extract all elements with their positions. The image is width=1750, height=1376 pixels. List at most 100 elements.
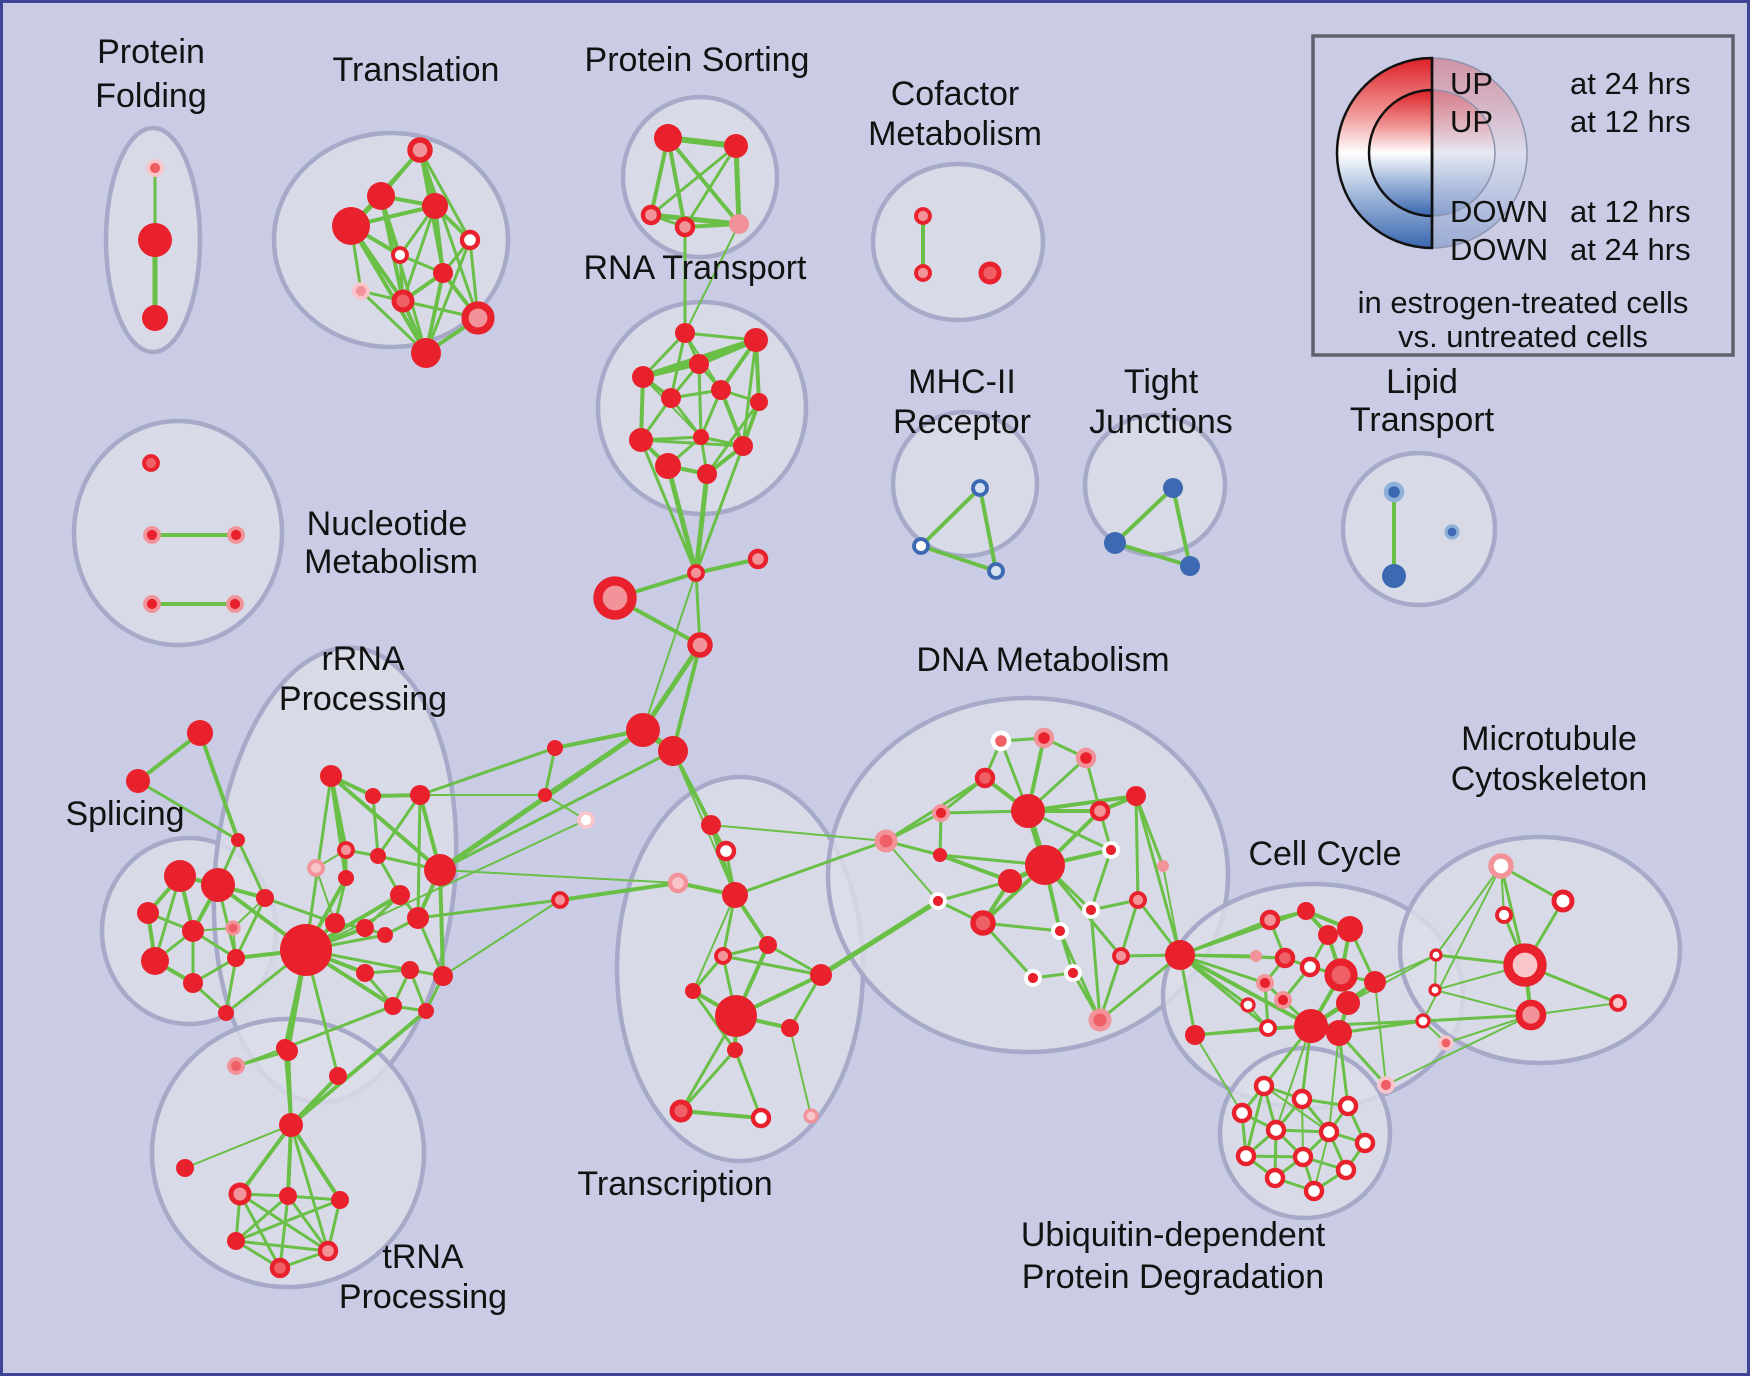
network-node-nm4 (143, 595, 161, 613)
network-node-nm5 (226, 595, 244, 613)
network-node-cc16 (1364, 971, 1386, 993)
network-edge (639, 438, 698, 575)
network-node-mt3 (1495, 906, 1513, 924)
network-node-dm7 (1011, 794, 1045, 828)
network-edge (424, 238, 472, 355)
network-node-rr5 (337, 841, 355, 859)
network-node-rrB (280, 924, 332, 976)
network-node-tr1 (407, 137, 433, 163)
network-node-rr7 (390, 885, 410, 905)
network-node-tr4 (332, 207, 370, 245)
network-node-sp9 (227, 949, 245, 967)
network-node-tn6 (228, 1182, 252, 1206)
network-node-sp6 (225, 920, 241, 936)
cluster-label-protein-sorting: Protein Sorting (585, 41, 810, 79)
network-edge (289, 1123, 330, 1253)
network-node-tx1 (701, 815, 721, 835)
network-node-lt3 (1444, 524, 1460, 540)
network-edge (238, 1123, 293, 1196)
network-node-tr3 (422, 193, 448, 219)
network-node-ub4 (1337, 1095, 1359, 1117)
network-edge (1134, 794, 1182, 957)
network-node-tx12 (727, 1042, 743, 1058)
cluster-label-microtubule-cytoskeleton: Cytoskeleton (1451, 760, 1648, 798)
network-node-ch4 (687, 632, 713, 658)
network-edge (733, 1048, 763, 1120)
network-node-dm11 (1126, 786, 1146, 806)
network-edge (694, 557, 760, 575)
network-edge (721, 954, 823, 977)
network-edge (1089, 908, 1102, 1022)
network-edge (136, 731, 202, 783)
cluster-label-protein-folding: Protein (97, 33, 205, 71)
network-node-pf1 (146, 159, 164, 177)
network-node-lt1 (1383, 481, 1405, 503)
network-edge (679, 1048, 737, 1113)
network-edge (692, 894, 736, 992)
network-edge (136, 779, 240, 842)
network-node-st3 (231, 833, 245, 847)
network-edge (305, 819, 587, 951)
network-node-tx10 (715, 995, 757, 1037)
network-node-cc6 (1274, 947, 1296, 969)
legend-time-label: at 12 hrs (1570, 194, 1691, 229)
network-node-dm15 (1082, 901, 1100, 919)
network-edge (818, 898, 941, 978)
network-node-dm21 (1024, 969, 1042, 987)
network-node-ch1 (687, 564, 705, 582)
network-node-cc12 (1259, 1019, 1277, 1037)
network-node-st1 (187, 720, 213, 746)
network-edge (1178, 953, 1313, 1028)
network-edge (665, 463, 699, 576)
network-node-tx5 (551, 891, 569, 909)
cluster-label-cofactor-metabolism: Metabolism (868, 115, 1042, 153)
network-node-cc4 (1337, 916, 1363, 942)
network-node-ub11 (1264, 1167, 1286, 1189)
network-edge (1026, 794, 1138, 813)
network-edge (1263, 1085, 1330, 1133)
network-node-ch6 (658, 736, 688, 766)
network-node-sc3 (577, 811, 595, 829)
network-node-rt7 (750, 393, 768, 411)
network-node-cc13 (1294, 1009, 1328, 1043)
network-edge (649, 144, 738, 217)
network-node-rt2 (744, 328, 768, 352)
network-node-dm1 (990, 730, 1012, 752)
cluster-label-ubiquitin-degradation: Protein Degradation (1022, 1258, 1324, 1296)
cluster-label-tight-junctions: Junctions (1089, 403, 1233, 441)
network-node-rr9 (325, 913, 345, 933)
network-node-dmc (874, 829, 898, 853)
network-edge (438, 868, 445, 978)
network-node-mt5 (1515, 999, 1547, 1031)
network-edge (349, 224, 428, 355)
network-node-dm19 (1157, 860, 1169, 872)
cluster-label-cell-cycle: Cell Cycle (1248, 835, 1401, 873)
legend-updown-circle (1431, 89, 1496, 217)
network-node-ub3 (1231, 1102, 1253, 1124)
network-node-sp5 (256, 889, 274, 907)
network-edge (719, 388, 745, 448)
network-node-dm13 (929, 892, 947, 910)
network-node-tn9 (227, 1232, 245, 1250)
network-edge (439, 869, 679, 884)
network-edge (1275, 1025, 1312, 1131)
network-edge (666, 136, 687, 229)
network-node-cc14 (1326, 1020, 1352, 1046)
network-edge (1385, 1014, 1532, 1086)
network-node-cc5 (1250, 950, 1262, 962)
network-node-tr8 (352, 282, 370, 300)
network-node-mh1 (971, 479, 989, 497)
network-node-ub1 (1253, 1075, 1275, 1097)
legend-direction-label: UP (1450, 104, 1493, 139)
network-node-dm10 (1089, 800, 1111, 822)
cluster-label-lipid-transport: Transport (1350, 401, 1495, 439)
network-edge (1162, 865, 1181, 956)
network-node-dm12 (1102, 841, 1120, 859)
network-edge (936, 879, 1012, 903)
network-node-pk1 (1377, 1076, 1395, 1094)
network-node-cc17 (1185, 1025, 1205, 1045)
network-node-ub12 (1303, 1180, 1325, 1202)
network-edge (1134, 794, 1140, 902)
network-node-tr6 (391, 246, 409, 264)
network-edge (278, 1194, 290, 1270)
